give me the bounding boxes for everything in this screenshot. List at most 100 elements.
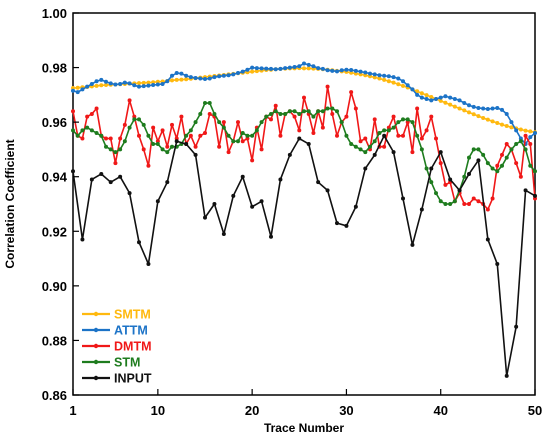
data-point-dmtm	[415, 106, 420, 111]
data-point-stm	[368, 144, 372, 149]
data-point-input	[259, 199, 264, 204]
data-point-smtm	[306, 66, 311, 71]
data-point-attm	[297, 64, 302, 69]
legend-item-stm: STM	[82, 356, 140, 370]
data-point-smtm	[372, 75, 377, 80]
data-point-attm	[269, 66, 273, 71]
data-point-dmtm	[165, 144, 170, 149]
data-point-dmtm	[113, 161, 118, 166]
data-point-attm	[335, 69, 339, 74]
data-point-input	[240, 174, 245, 179]
x-tick-label: 50	[528, 403, 542, 418]
data-point-stm	[188, 128, 193, 133]
data-point-stm	[217, 120, 222, 125]
data-point-smtm	[302, 66, 306, 71]
data-point-dmtm	[401, 133, 405, 138]
data-point-attm	[419, 95, 424, 100]
data-point-smtm	[462, 108, 467, 113]
data-point-attm	[462, 101, 467, 106]
data-point-stm	[207, 101, 212, 106]
data-point-smtm	[382, 77, 387, 82]
data-point-dmtm	[302, 95, 306, 100]
data-point-attm	[349, 68, 354, 73]
data-point-dmtm	[396, 133, 401, 138]
data-point-stm	[504, 155, 509, 160]
data-point-attm	[151, 83, 156, 88]
data-point-input	[99, 171, 104, 176]
data-point-dmtm	[198, 133, 203, 138]
data-point-dmtm	[122, 122, 127, 127]
data-point-smtm	[391, 80, 396, 85]
x-tick-label: 20	[245, 403, 259, 418]
data-point-dmtm	[226, 150, 231, 155]
data-point-dmtm	[273, 103, 278, 108]
data-point-dmtm	[240, 139, 245, 144]
data-point-stm	[434, 191, 438, 196]
data-point-smtm	[179, 77, 184, 82]
data-point-stm	[438, 199, 443, 204]
data-point-stm	[132, 117, 137, 122]
data-point-attm	[278, 66, 283, 71]
x-tick-label: 10	[151, 403, 165, 418]
data-point-dmtm	[434, 136, 438, 141]
data-point-dmtm	[127, 98, 132, 103]
data-point-attm	[377, 73, 382, 78]
data-point-stm	[155, 141, 160, 146]
data-point-stm	[165, 150, 170, 155]
data-point-attm	[316, 66, 321, 71]
data-point-input	[485, 237, 490, 242]
data-point-dmtm	[349, 90, 354, 95]
data-point-attm	[146, 83, 151, 88]
data-point-dmtm	[485, 207, 490, 212]
y-tick-label: 0.90	[42, 279, 67, 294]
data-point-smtm	[471, 112, 476, 117]
data-point-stm	[415, 133, 420, 138]
data-point-smtm	[415, 89, 420, 94]
data-point-dmtm	[89, 111, 94, 116]
data-point-stm	[500, 163, 504, 168]
data-point-input	[419, 207, 424, 212]
data-point-input	[325, 188, 330, 193]
data-point-input	[71, 169, 75, 174]
data-point-attm	[99, 77, 104, 82]
data-point-stm	[514, 141, 519, 146]
data-point-attm	[490, 106, 495, 111]
data-point-attm	[273, 67, 278, 72]
data-point-input	[127, 191, 132, 196]
data-point-stm	[448, 202, 453, 206]
data-point-input	[372, 152, 377, 157]
data-point-input	[353, 204, 358, 209]
data-point-stm	[330, 106, 335, 111]
data-point-stm	[462, 174, 467, 179]
data-point-attm	[245, 67, 250, 72]
data-point-stm	[316, 109, 321, 114]
data-point-dmtm	[193, 144, 198, 149]
data-point-stm	[311, 114, 316, 119]
data-point-stm	[94, 131, 99, 136]
data-point-attm	[481, 106, 486, 111]
data-point-attm	[320, 66, 325, 71]
data-point-dmtm	[429, 114, 434, 119]
y-tick-label: 0.96	[42, 115, 67, 130]
data-point-attm	[170, 73, 174, 78]
data-point-attm	[368, 71, 372, 76]
data-point-dmtm	[236, 120, 240, 125]
series-attm	[71, 61, 537, 146]
data-point-input	[212, 202, 217, 206]
data-point-input	[306, 141, 311, 146]
data-point-attm	[306, 62, 311, 67]
data-point-attm	[104, 79, 108, 84]
data-point-input	[401, 196, 405, 201]
data-point-stm	[250, 133, 255, 138]
y-axis-title: Correlation Coefficient	[3, 139, 17, 268]
data-point-stm	[198, 111, 203, 116]
data-point-smtm	[429, 95, 434, 100]
data-point-attm	[283, 66, 288, 71]
data-point-smtm	[146, 80, 151, 85]
data-point-input	[363, 166, 368, 171]
data-point-attm	[533, 131, 537, 136]
data-point-attm	[226, 73, 231, 78]
data-point-stm	[203, 101, 207, 106]
data-point-attm	[250, 65, 255, 70]
data-point-dmtm	[151, 125, 156, 130]
